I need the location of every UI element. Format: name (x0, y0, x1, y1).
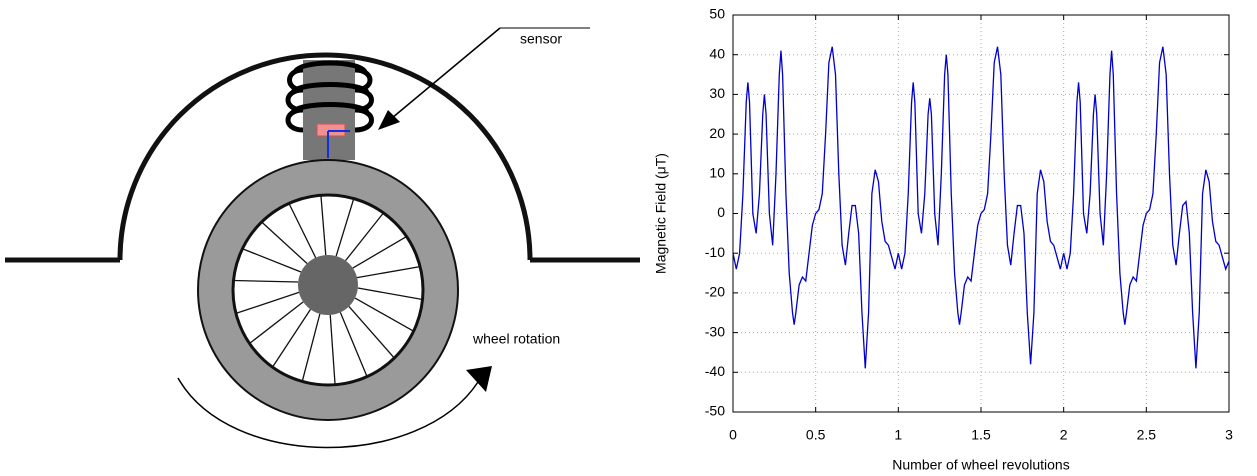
spoke (329, 314, 336, 385)
rotation-arrowhead (466, 366, 492, 392)
y-tick-label: 50 (709, 6, 725, 22)
y-tick-label: -10 (705, 244, 725, 260)
spoke (242, 248, 302, 273)
y-tick-label: 40 (709, 45, 725, 61)
coil (285, 60, 374, 133)
spoke (354, 297, 414, 332)
spoke (288, 203, 317, 258)
y-tick-label: -20 (705, 284, 725, 300)
y-tick-label: 30 (709, 85, 725, 101)
y-tick-label: -40 (705, 363, 725, 379)
y-tick-label: 0 (717, 204, 725, 220)
x-tick-label: 0.5 (806, 427, 826, 443)
x-tick-label: 0 (729, 427, 737, 443)
hub (298, 255, 358, 315)
spoke (339, 312, 368, 377)
y-tick-label: 10 (709, 165, 725, 181)
x-tick-label: 1.5 (971, 427, 991, 443)
spoke (301, 313, 321, 382)
x-tick-label: 3 (1225, 427, 1233, 443)
x-axis-label: Number of wheel revolutions (892, 457, 1069, 473)
plot-frame (732, 14, 1230, 413)
spoke (320, 195, 327, 256)
spokes (233, 195, 423, 385)
x-tick-label: 1 (894, 427, 902, 443)
y-tick-label: -50 (705, 403, 725, 419)
spoke (271, 308, 312, 368)
sensor-label: sensor (520, 31, 562, 47)
wheel-diagram: sensor wheel rotation (5, 27, 640, 449)
rotation-arrow (177, 377, 479, 449)
spoke (345, 212, 384, 262)
spoke (233, 279, 299, 283)
y-axis-label: Magnetic Field (μT) (653, 153, 669, 274)
x-tick-label: 2.5 (1137, 427, 1157, 443)
spoke (348, 306, 395, 359)
y-tick-label: 20 (709, 125, 725, 141)
spoke (249, 301, 304, 345)
arrowhead (378, 110, 400, 130)
leader-arrow (391, 27, 501, 119)
plot: -50 -40 -30 -20 -10 0 10 20 30 40 50 0 0.5 1 1.5 2 2.5 3 N… (653, 6, 1233, 473)
x-tick-label: 2 (1060, 427, 1068, 443)
spoke (261, 221, 308, 264)
rotation-label: wheel rotation (472, 331, 560, 347)
spoke (335, 198, 355, 257)
spoke (356, 265, 421, 279)
y-tick-label: -30 (705, 323, 725, 339)
fender (117, 52, 533, 261)
spoke (352, 235, 407, 269)
data-line (732, 46, 1230, 369)
spoke (357, 287, 423, 301)
spoke (235, 291, 300, 315)
